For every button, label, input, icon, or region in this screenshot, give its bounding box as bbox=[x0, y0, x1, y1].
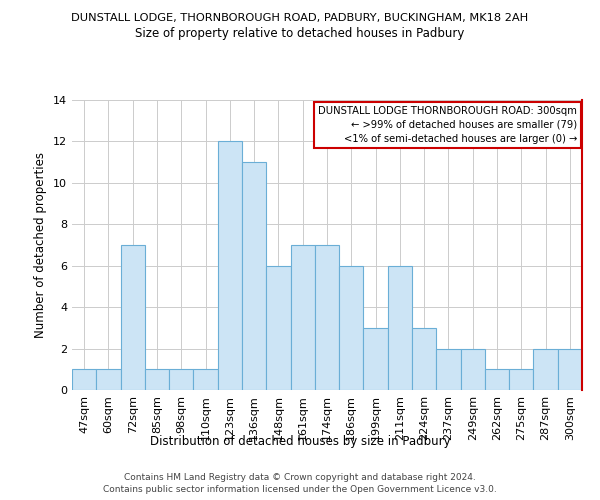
Bar bbox=[290, 245, 315, 390]
Text: Contains HM Land Registry data © Crown copyright and database right 2024.
Contai: Contains HM Land Registry data © Crown c… bbox=[103, 472, 497, 494]
Y-axis label: Number of detached properties: Number of detached properties bbox=[34, 152, 47, 338]
Bar bbox=[218, 142, 242, 390]
Text: DUNSTALL LODGE, THORNBOROUGH ROAD, PADBURY, BUCKINGHAM, MK18 2AH: DUNSTALL LODGE, THORNBOROUGH ROAD, PADBU… bbox=[71, 12, 529, 22]
Bar bbox=[509, 370, 533, 390]
Text: DUNSTALL LODGE THORNBOROUGH ROAD: 300sqm
← >99% of detached houses are smaller (: DUNSTALL LODGE THORNBOROUGH ROAD: 300sqm… bbox=[318, 106, 577, 144]
Bar bbox=[242, 162, 266, 390]
Bar bbox=[412, 328, 436, 390]
Bar bbox=[339, 266, 364, 390]
Bar bbox=[96, 370, 121, 390]
Bar bbox=[485, 370, 509, 390]
Bar bbox=[461, 348, 485, 390]
Bar bbox=[533, 348, 558, 390]
Bar bbox=[315, 245, 339, 390]
Bar bbox=[193, 370, 218, 390]
Bar bbox=[436, 348, 461, 390]
Bar bbox=[266, 266, 290, 390]
Text: Distribution of detached houses by size in Padbury: Distribution of detached houses by size … bbox=[149, 435, 451, 448]
Bar bbox=[558, 348, 582, 390]
Bar bbox=[388, 266, 412, 390]
Bar bbox=[169, 370, 193, 390]
Bar bbox=[72, 370, 96, 390]
Bar bbox=[364, 328, 388, 390]
Text: Size of property relative to detached houses in Padbury: Size of property relative to detached ho… bbox=[136, 28, 464, 40]
Bar bbox=[145, 370, 169, 390]
Bar bbox=[121, 245, 145, 390]
